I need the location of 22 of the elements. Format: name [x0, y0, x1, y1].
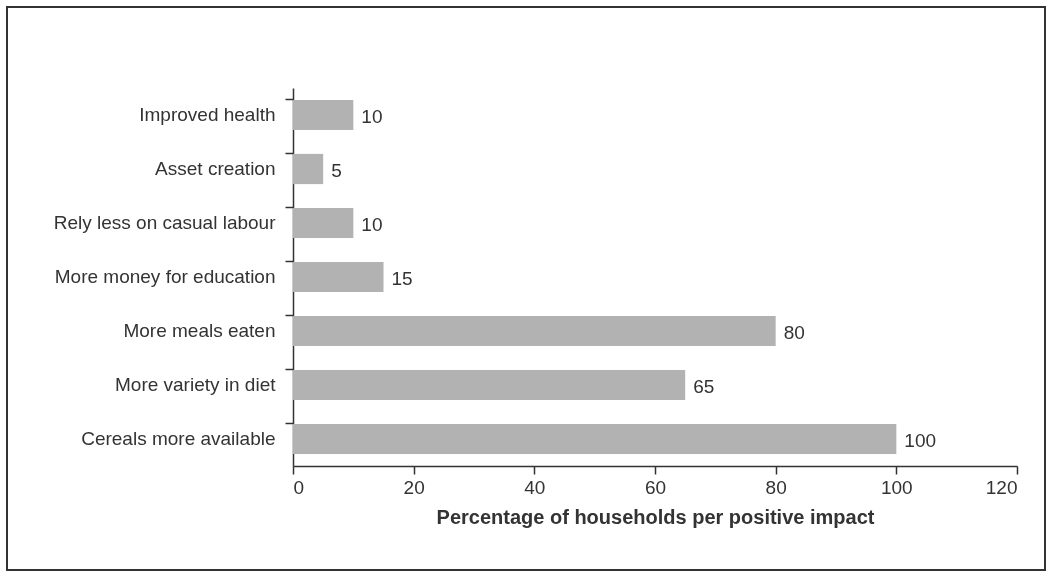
x-tick-label: 20 — [403, 476, 425, 498]
x-tick-label: 100 — [880, 476, 913, 498]
data-label: 80 — [783, 322, 805, 343]
data-label: 65 — [693, 376, 715, 397]
data-label: 100 — [904, 430, 937, 451]
x-tick-label: 40 — [524, 476, 546, 498]
y-tick-label: Asset creation — [155, 158, 276, 179]
x-tick-label: 60 — [644, 476, 667, 498]
y-tick-label: More variety in diet — [114, 374, 277, 395]
y-tick-label: Improved health — [139, 104, 276, 125]
x-tick-label: 120 — [985, 476, 1018, 498]
x-tick-label: 0 — [293, 476, 305, 498]
data-label: 10 — [361, 106, 383, 127]
x-axis-title: Percentage of households per positive impact — [436, 505, 875, 528]
y-tick-label: Rely less on casual labour — [53, 212, 277, 233]
data-label: 15 — [391, 268, 413, 289]
data-label: 5 — [331, 160, 342, 181]
data-label: 10 — [361, 214, 383, 235]
y-tick-label: More meals eaten — [123, 320, 276, 341]
y-tick-label: Cereals more available — [81, 428, 276, 449]
y-tick-label: More money for education — [54, 266, 276, 287]
x-tick-label: 80 — [765, 476, 787, 498]
